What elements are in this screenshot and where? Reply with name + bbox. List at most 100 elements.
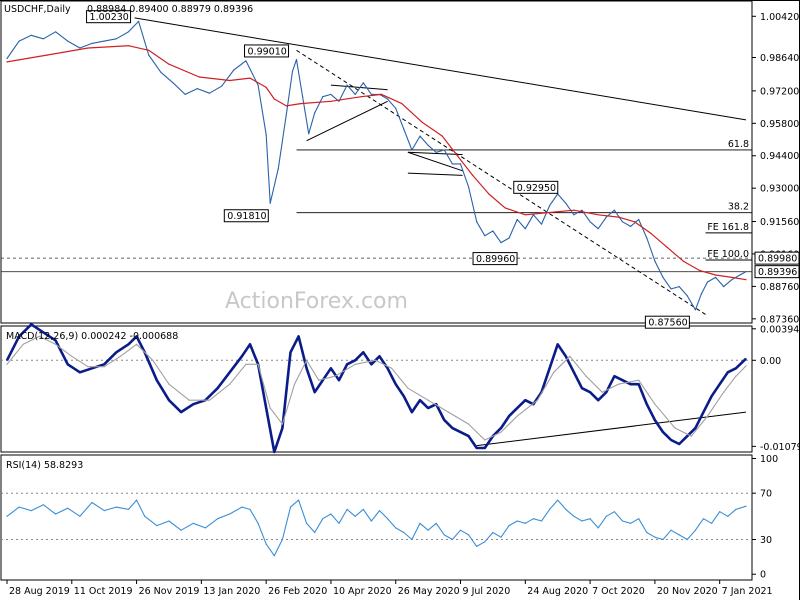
- macd-ytick-label: 0.003949: [760, 324, 800, 335]
- macd-series-point: [188, 399, 190, 401]
- macd-series-point: [516, 415, 518, 417]
- macd-title: MACD(12,26,9) 0.000242 -0.000688: [6, 331, 178, 342]
- rsi-series-point: [565, 508, 567, 510]
- macd-series-point: [229, 383, 231, 385]
- price-series-point: [308, 133, 310, 135]
- macd-series-point: [536, 399, 539, 401]
- macd-series-point: [638, 379, 640, 381]
- price-series-point: [42, 38, 45, 40]
- macd-series-point: [638, 383, 640, 385]
- price-series-point: [524, 228, 526, 230]
- x-tick-label: 7 Oct 2020: [592, 586, 645, 597]
- price-series-point: [395, 107, 397, 109]
- macd-series-point: [549, 367, 551, 369]
- macd-series-point: [115, 351, 117, 353]
- price-series-point: [285, 113, 287, 115]
- macd-series-point: [500, 431, 502, 433]
- price-ytick-label: 1.00420: [760, 12, 799, 23]
- macd-series-point: [557, 343, 559, 345]
- macd-series-point: [362, 351, 364, 353]
- rsi-series-point: [156, 525, 158, 527]
- macd-series-point: [670, 439, 672, 441]
- macd-ytick-label: -0.010793: [760, 442, 800, 453]
- price-series-point: [597, 228, 599, 230]
- macd-series-point: [6, 359, 8, 361]
- macd-series-point: [727, 371, 729, 373]
- rsi-series-point: [18, 506, 20, 508]
- price-series-point: [196, 88, 198, 90]
- price-series-point: [549, 211, 551, 214]
- macd-series-point: [735, 375, 737, 377]
- macd-series-point: [152, 359, 154, 361]
- price-series-point: [581, 209, 583, 211]
- macd-series-point: [451, 427, 453, 429]
- price-series-point: [269, 202, 271, 204]
- price-series-point: [731, 279, 733, 281]
- macd-series-point: [168, 383, 170, 385]
- price-series-point: [115, 38, 117, 40]
- macd-series-point: [245, 363, 247, 365]
- macd-series-point: [706, 415, 709, 417]
- macd-series-point: [180, 411, 182, 413]
- macd-series-point: [55, 339, 57, 341]
- rsi-series-point: [289, 506, 292, 508]
- price-series-line: [6, 45, 747, 281]
- rsi-series-point: [621, 520, 624, 522]
- price-ytick-label: 0.94400: [760, 151, 799, 162]
- price-series-point: [565, 202, 567, 204]
- macd-series-point: [654, 419, 656, 421]
- price-ytick-label: 0.95800: [760, 119, 799, 130]
- macd-series-point: [338, 379, 340, 381]
- macd-series-point: [403, 395, 405, 397]
- macd-series-point: [581, 387, 583, 389]
- price-series-point: [314, 112, 316, 114]
- macd-series-point: [662, 431, 664, 433]
- rsi-series-point: [646, 531, 648, 534]
- price-series-point: [172, 82, 174, 84]
- rsi-series-point: [241, 506, 243, 508]
- macd-series-point: [678, 443, 680, 445]
- macd-series-point: [217, 387, 219, 389]
- price-series-point: [421, 121, 423, 123]
- price-series-point: [540, 223, 543, 225]
- rsi-series-point: [516, 520, 518, 522]
- rsi-series-point: [427, 529, 429, 531]
- rsi-series-point: [378, 510, 381, 512]
- price-frame: [0, 0, 753, 324]
- price-series-point: [455, 154, 458, 156]
- rsi-series-point: [127, 508, 130, 510]
- macd-series-point: [42, 331, 45, 333]
- macd-series-line: [5, 323, 747, 454]
- macd-series-point: [322, 379, 324, 381]
- macd-series-point: [508, 415, 510, 417]
- price-series-point: [634, 221, 636, 223]
- macd-series-point: [569, 355, 571, 357]
- macd-series-point: [370, 363, 372, 365]
- price-trendline: [306, 100, 388, 142]
- price-series-point: [646, 237, 648, 239]
- macd-series-point: [354, 359, 356, 361]
- macd-series-point: [427, 407, 429, 409]
- price-series-point: [302, 96, 304, 98]
- price-series-point: [330, 93, 332, 95]
- price-title: USDCHF,Daily: [4, 4, 71, 15]
- price-series-point: [723, 286, 725, 288]
- price-series-line: [6, 20, 747, 311]
- macd-series-point: [103, 363, 105, 365]
- price-series-point: [682, 260, 684, 262]
- price-ytick-label: 0.93000: [760, 184, 799, 195]
- rsi-series-point: [395, 527, 397, 529]
- rsi-series-point: [330, 513, 332, 515]
- macd-series-point: [702, 411, 705, 413]
- rsi-series-point: [168, 520, 170, 522]
- x-tick-label: 24 Aug 2020: [527, 586, 588, 597]
- rsi-series-point: [443, 534, 445, 536]
- macd-series-point: [654, 403, 656, 405]
- price-trendline: [134, 17, 747, 121]
- macd-series-point: [269, 407, 271, 409]
- macd-series-point: [597, 399, 599, 401]
- x-tick-label: 26 May 2020: [398, 586, 460, 597]
- price-series-point: [30, 34, 32, 36]
- rsi-ytick-label: 70: [760, 489, 772, 500]
- price-trendline: [407, 151, 463, 156]
